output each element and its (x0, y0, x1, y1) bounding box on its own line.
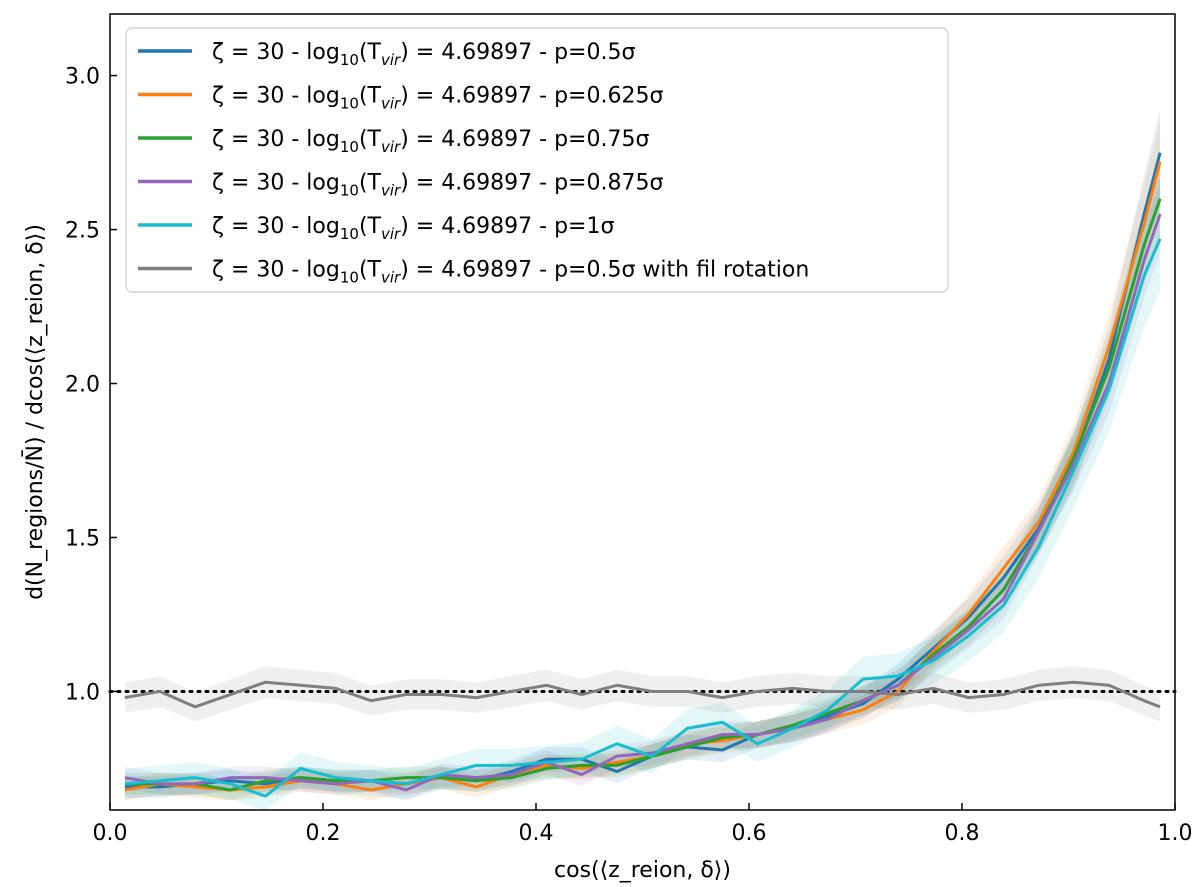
y-tick-label: 2.0 (65, 373, 100, 398)
legend-label: ζ = 30 - log10(Tvir) = 4.69897 - p=0.75σ (212, 127, 649, 156)
x-tick-label: 0.6 (732, 821, 767, 846)
y-axis: 1.0 1.5 2.0 2.5 3.0 (65, 65, 117, 705)
x-tick-label: 0.4 (519, 821, 554, 846)
legend-label: ζ = 30 - log10(Tvir) = 4.69897 - p=1σ (212, 214, 614, 243)
line-series-5 (124, 238, 1162, 798)
y-tick-label: 1.0 (65, 680, 100, 705)
y-tick-label: 2.5 (65, 219, 100, 244)
confidence-bands (124, 110, 1161, 811)
legend-label: ζ = 30 - log10(Tvir) = 4.69897 - p=0.875… (212, 171, 663, 200)
plot-frame (109, 13, 1176, 811)
x-tick-label: 0.8 (945, 821, 980, 846)
legend-label: ζ = 30 - log10(Tvir) = 4.69897 - p=0.5σ (212, 40, 635, 69)
legend: ζ = 30 - log10(Tvir) = 4.69897 - p=0.5σ ζ… (125, 27, 949, 293)
y-tick-label: 3.0 (65, 65, 100, 90)
line-series-6 (124, 680, 1161, 709)
x-tick-label: 0.2 (306, 821, 341, 846)
y-tick-label: 1.5 (65, 526, 100, 551)
band-series-5 (124, 185, 1161, 811)
y-axis-title: d(N_regions/N̄) / dcos(⟨z_reion, δ⟩) (22, 224, 48, 600)
series-lines (124, 152, 1162, 798)
x-axis: 0.0 0.2 0.4 0.6 0.8 1.0 (93, 803, 1193, 846)
legend-label: ζ = 30 - log10(Tvir) = 4.69897 - p=0.625… (212, 84, 663, 113)
line-series-4 (124, 213, 1162, 792)
legend-box (125, 27, 949, 293)
x-tick-label: 0.0 (93, 821, 128, 846)
x-tick-label: 1.0 (1158, 821, 1193, 846)
x-axis-title: cos(⟨z_reion, δ⟩) (554, 858, 731, 883)
band-series-6 (124, 666, 1161, 722)
legend-label: ζ = 30 - log10(Tvir) = 4.69897 - p=0.5σ … (212, 258, 809, 287)
